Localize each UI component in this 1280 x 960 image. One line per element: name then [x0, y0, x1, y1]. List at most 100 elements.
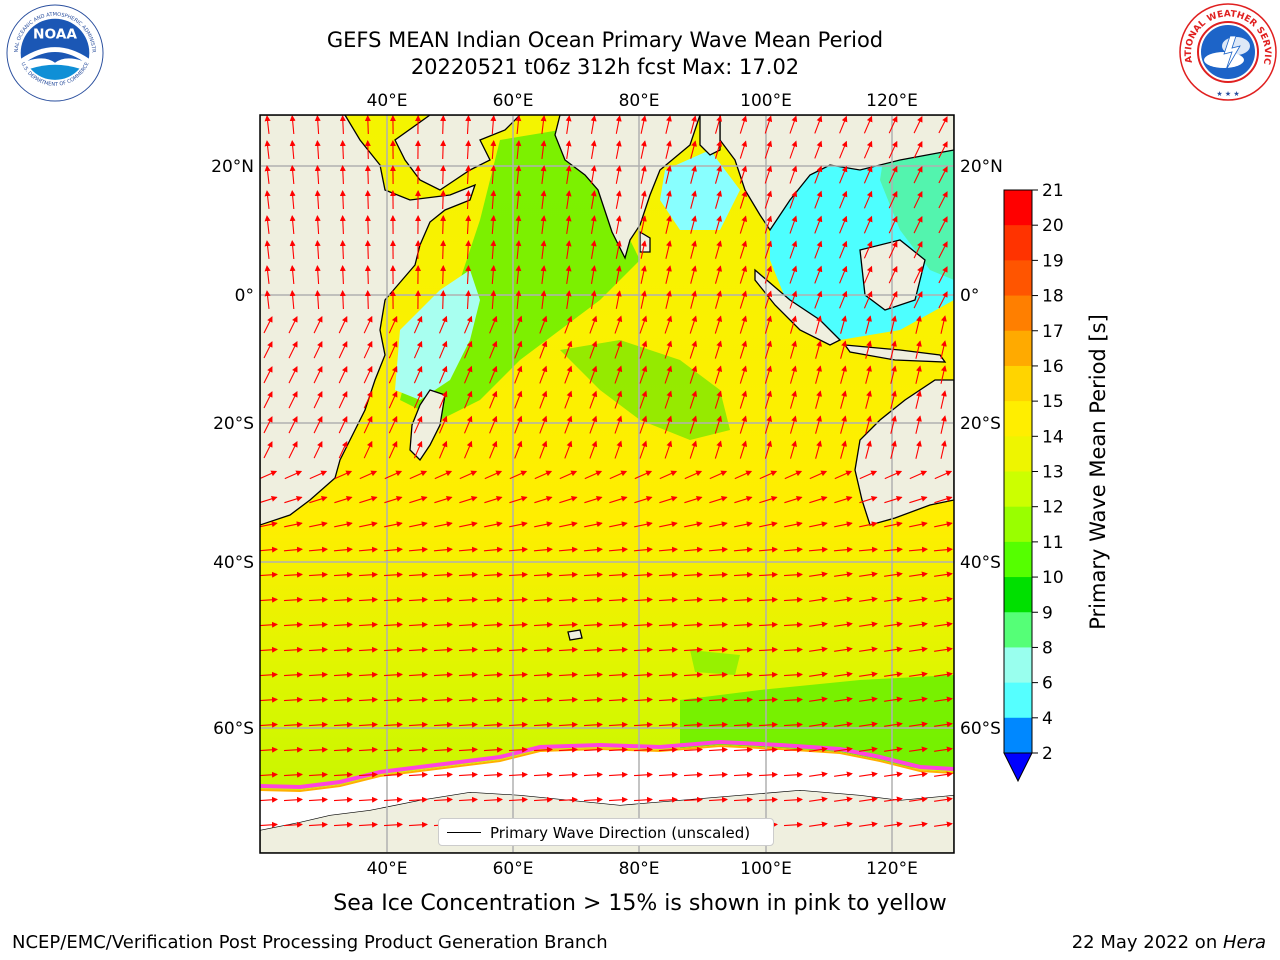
wave-arrow — [565, 240, 572, 259]
wave-arrow — [289, 240, 296, 260]
wave-arrow — [590, 290, 597, 309]
wave-arrow — [665, 240, 672, 259]
colorbar-segment — [1004, 647, 1032, 684]
wave-arrow — [758, 696, 778, 703]
wave-arrow — [689, 415, 698, 434]
wave-arrow — [388, 390, 398, 409]
lon-tick-bottom-60e: 60°E — [493, 859, 534, 879]
wave-arrow — [789, 365, 797, 384]
wave-arrow — [564, 440, 573, 459]
wave-arrow — [859, 671, 878, 678]
wave-arrow — [608, 571, 628, 578]
wave-arrow — [558, 571, 578, 578]
wave-arrow — [909, 746, 928, 753]
wave-arrow — [909, 821, 928, 828]
wave-arrow — [508, 771, 528, 778]
land-australia — [854, 379, 954, 526]
wave-arrow — [383, 821, 403, 828]
wave-arrow — [440, 290, 447, 310]
wave-arrow — [458, 621, 478, 628]
wave-arrow — [915, 390, 922, 409]
colorbar: 21 20 19 18 17 16 15 14 13 12 11 10 9 8 6 4 2 — [1003, 181, 1064, 783]
wave-arrow — [909, 646, 928, 653]
wave-arrow — [634, 495, 653, 504]
wave-arrow — [809, 746, 828, 753]
sea-ice-edge — [260, 739, 954, 790]
wave-arrow — [809, 771, 828, 778]
wave-arrow — [809, 571, 828, 578]
wave-arrow — [809, 521, 828, 528]
wave-arrow — [783, 571, 803, 578]
wave-arrow — [834, 796, 853, 803]
wave-arrow — [589, 415, 598, 434]
wave-arrow — [264, 140, 271, 159]
colorbar-segment — [1004, 506, 1032, 543]
wave-arrow — [784, 495, 803, 504]
wave-arrow — [284, 470, 303, 480]
wave-arrow — [483, 746, 503, 753]
wave-arrow — [489, 440, 498, 459]
wave-arrow — [639, 390, 648, 409]
wave-arrow — [615, 115, 622, 134]
wave-arrow — [388, 365, 398, 384]
wave-arrow — [484, 495, 503, 504]
wave-arrow — [539, 390, 548, 409]
wave-arrow — [565, 290, 572, 309]
wave-arrow — [608, 621, 628, 628]
wave-arrow — [938, 191, 948, 209]
wave-arrow — [859, 495, 878, 504]
wave-arrow — [739, 165, 748, 184]
wave-arrow — [333, 821, 353, 828]
colorbar-tick-label: 19 — [1042, 251, 1064, 271]
wave-arrow — [909, 671, 928, 678]
wave-arrow — [683, 721, 703, 728]
wave-arrow — [515, 215, 522, 235]
wave-arrow — [884, 596, 903, 603]
wave-arrow — [809, 721, 828, 728]
wave-arrow — [483, 796, 503, 803]
wave-arrow — [913, 165, 923, 184]
wave-arrow — [515, 140, 522, 160]
wave-arrow — [784, 521, 803, 528]
wave-arrow — [514, 415, 523, 434]
lat-tick-left-40s: 40°S — [213, 553, 254, 573]
wave-arrow — [359, 495, 378, 504]
wave-arrow — [458, 671, 478, 678]
wave-arrow — [834, 646, 853, 653]
wave-arrow — [888, 240, 898, 259]
wave-arrow — [733, 771, 753, 778]
wave-arrow — [308, 596, 328, 603]
wave-arrow — [383, 671, 403, 678]
wave-arrow — [913, 290, 923, 309]
wave-arrow — [565, 215, 572, 234]
colorbar-tick-label: 6 — [1042, 674, 1053, 694]
wave-arrow — [413, 340, 423, 359]
wave-arrow — [283, 771, 303, 778]
wave-arrow — [283, 821, 303, 828]
wave-arrow — [584, 470, 603, 480]
wave-arrow — [865, 365, 872, 384]
wave-arrow — [433, 671, 453, 678]
wave-arrow — [633, 721, 653, 728]
wave-arrow — [789, 240, 798, 259]
wave-arrow — [533, 671, 553, 678]
wave-arrow — [684, 495, 703, 504]
wave-arrow — [884, 470, 903, 480]
wave-arrow — [260, 470, 278, 480]
wave-arrow — [708, 671, 728, 678]
wave-arrow — [633, 796, 653, 803]
wave-arrow — [640, 190, 647, 209]
wave-arrow — [338, 340, 348, 359]
wave-arrow — [540, 290, 547, 309]
wave-arrow — [934, 571, 953, 578]
wave-arrow — [333, 571, 353, 578]
wave-arrow — [490, 215, 497, 235]
wave-arrow — [339, 290, 346, 310]
wave-arrow — [863, 290, 873, 309]
wave-arrow — [708, 746, 728, 753]
land-india — [554, 115, 701, 260]
lon-tick-top-40e: 40°E — [367, 91, 408, 111]
wave-arrow — [514, 340, 523, 359]
wave-arrow — [383, 771, 403, 778]
wave-arrow — [714, 265, 723, 284]
